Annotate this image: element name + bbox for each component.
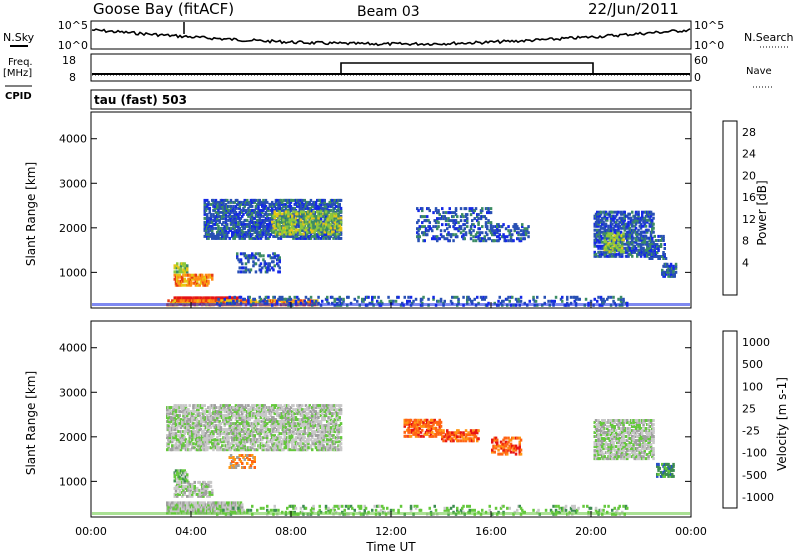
ytick-label: 1000 xyxy=(59,475,87,488)
scatter-region-9 xyxy=(491,223,530,243)
scatter-region-3 xyxy=(173,273,214,287)
scatter-region-13 xyxy=(661,262,678,278)
colorbar-tick: 20 xyxy=(742,169,756,182)
xtick-label: 04:00 xyxy=(175,525,207,538)
noise-right-tick-bottom: 10^0 xyxy=(694,39,724,52)
freq-label-2: [MHz] xyxy=(3,68,32,79)
ytick-label: 4000 xyxy=(59,133,87,146)
power-ylabel: Slant Range [km] xyxy=(24,162,38,266)
power-colorbar: 28 24 20 16 12 8 4 xyxy=(722,120,756,296)
scatter-region-5 xyxy=(228,454,256,469)
scatter-region-7 xyxy=(236,252,281,274)
noise-panel-frame xyxy=(90,20,692,50)
date-title: 22/Jun/2011 xyxy=(588,0,679,18)
nave-right-tick-bottom: 0 xyxy=(694,71,701,84)
colorbar-tick: -1000 xyxy=(742,491,774,504)
station-title: Goose Bay (fitACF) xyxy=(93,0,234,18)
ytick-label: 2000 xyxy=(59,222,87,235)
scatter-region-9 xyxy=(593,419,655,461)
colorbar-tick: 500 xyxy=(742,358,763,371)
x-axis-label: Time UT xyxy=(365,540,416,554)
colorbar-tick: -25 xyxy=(742,425,760,438)
colorbar-tick: 8 xyxy=(742,235,749,248)
noise-right-tick-top: 10^5 xyxy=(694,19,724,32)
time-axis: 00:00 04:00 08:00 12:00 16:00 20:00 00:00 xyxy=(75,302,707,538)
colorbar-tick: 1000 xyxy=(742,336,770,349)
ytick-label: 3000 xyxy=(59,177,87,190)
freq-label-1: Freq. xyxy=(8,57,33,68)
ytick-label: 3000 xyxy=(59,386,87,399)
beam-title: Beam 03 xyxy=(357,4,420,20)
scatter-region-10 xyxy=(656,462,675,478)
noise-sky-label: N.Sky xyxy=(3,31,35,44)
velocity-colorbar: 1000 500 100 25 -25 -100 -500 -1000 xyxy=(722,330,774,509)
power-colorbar-label: Power [dB] xyxy=(755,180,769,245)
ytick-label: 2000 xyxy=(59,431,87,444)
noise-search-label: N.Search xyxy=(744,31,794,44)
noise-sky-trace xyxy=(91,28,691,47)
xtick-label: 20:00 xyxy=(575,525,607,538)
xtick-label: 00:00 xyxy=(675,525,707,538)
colorbar-tick: 100 xyxy=(742,380,763,393)
scatter-region-2 xyxy=(173,480,214,498)
power-heatmap xyxy=(92,198,690,307)
ytick-label: 1000 xyxy=(59,266,87,279)
scatter-region-4 xyxy=(173,262,189,274)
xtick-label: 16:00 xyxy=(475,525,507,538)
velocity-colorbar-label: Velocity [m s-1] xyxy=(775,377,789,471)
freq-left-tick-bottom: 8 xyxy=(69,71,76,84)
cpid-label: CPID xyxy=(5,91,32,102)
freq-step xyxy=(340,62,594,74)
xtick-label: 08:00 xyxy=(275,525,307,538)
scatter-region-6 xyxy=(403,418,443,438)
noise-left-tick-bottom: 10^0 xyxy=(58,39,88,52)
freq-panel-frame xyxy=(90,53,692,82)
xtick-label: 00:00 xyxy=(75,525,107,538)
noise-left-tick-top: 10^5 xyxy=(58,19,88,32)
scatter-region-8 xyxy=(416,207,493,243)
freq-left-tick-top: 18 xyxy=(62,54,76,67)
ytick-label: 4000 xyxy=(59,342,87,355)
scatter-region-11 xyxy=(603,232,625,254)
colorbar-tick: 16 xyxy=(742,191,756,204)
scatter-region-6 xyxy=(271,210,343,236)
scatter-region-12 xyxy=(648,234,668,260)
scatter-region-4 xyxy=(166,404,343,452)
colorbar-tick: -100 xyxy=(742,447,767,460)
colorbar-tick: 25 xyxy=(742,402,756,415)
colorbar-tick: 12 xyxy=(742,213,756,226)
colorbar-tick: 24 xyxy=(742,148,756,161)
cpid-value: tau (fast) 503 xyxy=(94,93,187,107)
colorbar-tick: 28 xyxy=(742,126,756,139)
velocity-ylabel: Slant Range [km] xyxy=(24,371,38,475)
velocity-heatmap xyxy=(92,404,690,516)
scatter-region-3 xyxy=(173,469,189,483)
scatter-region-8 xyxy=(491,436,523,456)
colorbar-tick: 4 xyxy=(742,256,749,269)
nave-right-tick-top: 60 xyxy=(694,54,708,67)
cpid-panel-frame xyxy=(90,89,692,110)
scatter-region-7 xyxy=(441,429,480,443)
nave-label: Nave xyxy=(746,66,772,77)
colorbar-tick: -500 xyxy=(742,469,767,482)
xtick-label: 12:00 xyxy=(375,525,407,538)
